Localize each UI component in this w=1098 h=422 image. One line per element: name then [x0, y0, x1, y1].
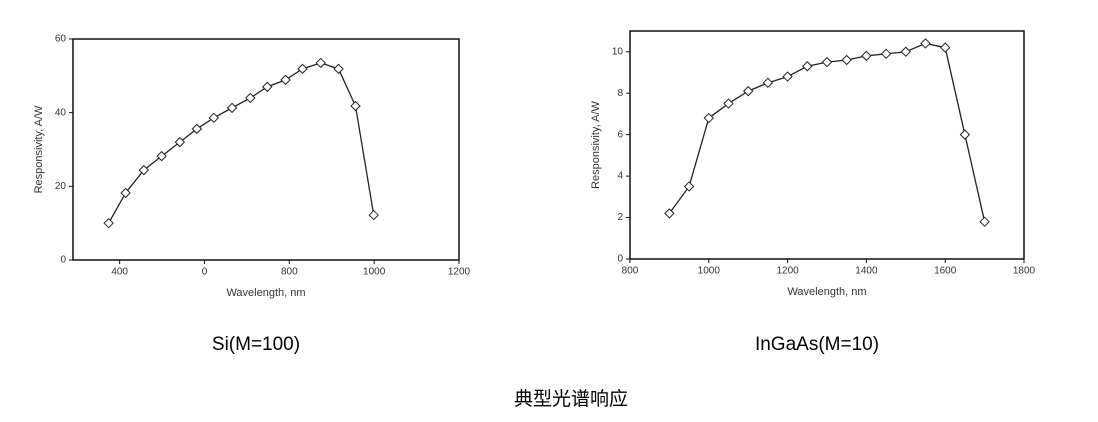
x-tick-label: 1800	[1013, 266, 1036, 277]
x-tick-label: 400	[111, 267, 128, 278]
x-tick-label: 800	[281, 267, 298, 278]
marker	[979, 216, 990, 227]
marker	[174, 136, 186, 148]
marker	[861, 50, 872, 62]
x-tick-label: 1600	[934, 266, 957, 277]
marker	[742, 85, 754, 97]
marker	[368, 209, 379, 221]
y-axis-label: Responsivity, A/W	[590, 100, 602, 188]
marker	[683, 181, 695, 192]
y-tick-label: 2	[617, 212, 623, 223]
y-tick-label: 20	[55, 181, 67, 192]
x-tick-label: 1000	[363, 267, 386, 278]
x-tick-label: 1200	[448, 267, 471, 278]
marker	[280, 74, 291, 86]
marker	[939, 42, 951, 53]
y-tick-label: 6	[617, 129, 623, 140]
y-tick-label: 4	[617, 171, 623, 182]
x-tick-label: 1000	[698, 266, 721, 277]
y-tick-label: 60	[55, 34, 67, 45]
x-axis-label: Wavelength, nm	[226, 287, 305, 299]
marker	[723, 98, 734, 109]
x-tick-label: 800	[622, 266, 639, 277]
x-tick-label: 1400	[855, 266, 878, 277]
marker	[900, 46, 912, 57]
marker	[297, 63, 308, 75]
y-tick-label: 10	[612, 46, 624, 57]
marker	[350, 100, 361, 112]
marker	[782, 71, 793, 82]
marker	[920, 38, 931, 49]
y-tick-label: 0	[60, 255, 66, 266]
marker	[802, 61, 813, 72]
marker	[138, 164, 150, 176]
marker	[762, 77, 774, 89]
plot-frame	[72, 38, 460, 261]
y-tick-label: 0	[617, 254, 623, 265]
chart-title: Si(M=100)	[212, 334, 300, 355]
marker	[315, 57, 326, 69]
marker	[333, 63, 344, 75]
marker	[841, 54, 852, 66]
x-tick-label: 1200	[776, 266, 799, 277]
y-tick-label: 8	[617, 88, 623, 99]
y-tick-label: 40	[55, 107, 67, 118]
marker	[226, 102, 238, 114]
y-axis-label: Responsivity, A/W	[33, 105, 45, 193]
marker	[880, 48, 892, 60]
series-line	[108, 62, 375, 224]
marker	[208, 112, 220, 124]
plot-frame	[629, 30, 1025, 260]
marker	[262, 81, 273, 93]
x-tick-label: 0	[202, 267, 208, 278]
marker	[103, 217, 114, 229]
marker	[191, 123, 203, 135]
marker	[703, 112, 715, 124]
series-line	[668, 42, 986, 222]
marker	[120, 187, 131, 199]
marker	[156, 150, 167, 162]
caption: 典型光谱响应	[514, 388, 628, 410]
marker	[821, 56, 833, 68]
x-axis-label: Wavelength, nm	[787, 286, 866, 298]
marker	[959, 129, 971, 140]
marker	[245, 92, 256, 104]
chart-title: InGaAs(M=10)	[755, 334, 879, 355]
marker	[664, 208, 675, 219]
